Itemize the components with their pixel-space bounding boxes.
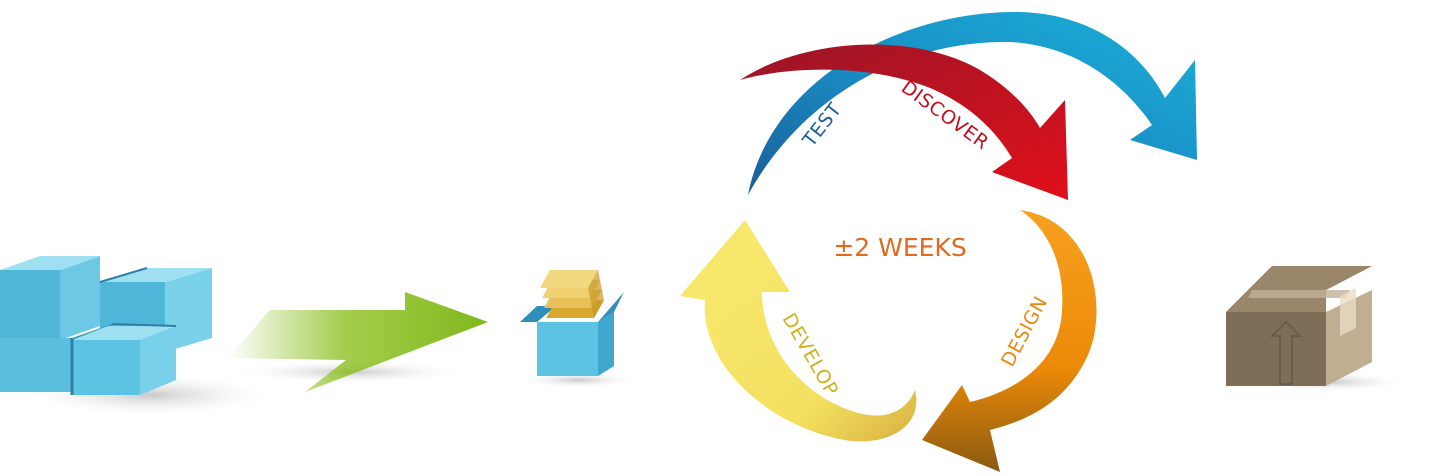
orange-arc-arrow-icon [922, 210, 1097, 472]
cubes-stack-icon [0, 256, 280, 417]
red-arc-arrow-icon [740, 44, 1068, 200]
design-label: DESIGN [997, 293, 1052, 371]
green-arrow-icon [228, 292, 488, 392]
sprint-box-icon [518, 270, 638, 388]
product-box-icon [1226, 266, 1410, 392]
iteration-duration-label: ±2 WEEKS [833, 233, 966, 262]
yellow-arc-arrow-icon [680, 220, 917, 442]
